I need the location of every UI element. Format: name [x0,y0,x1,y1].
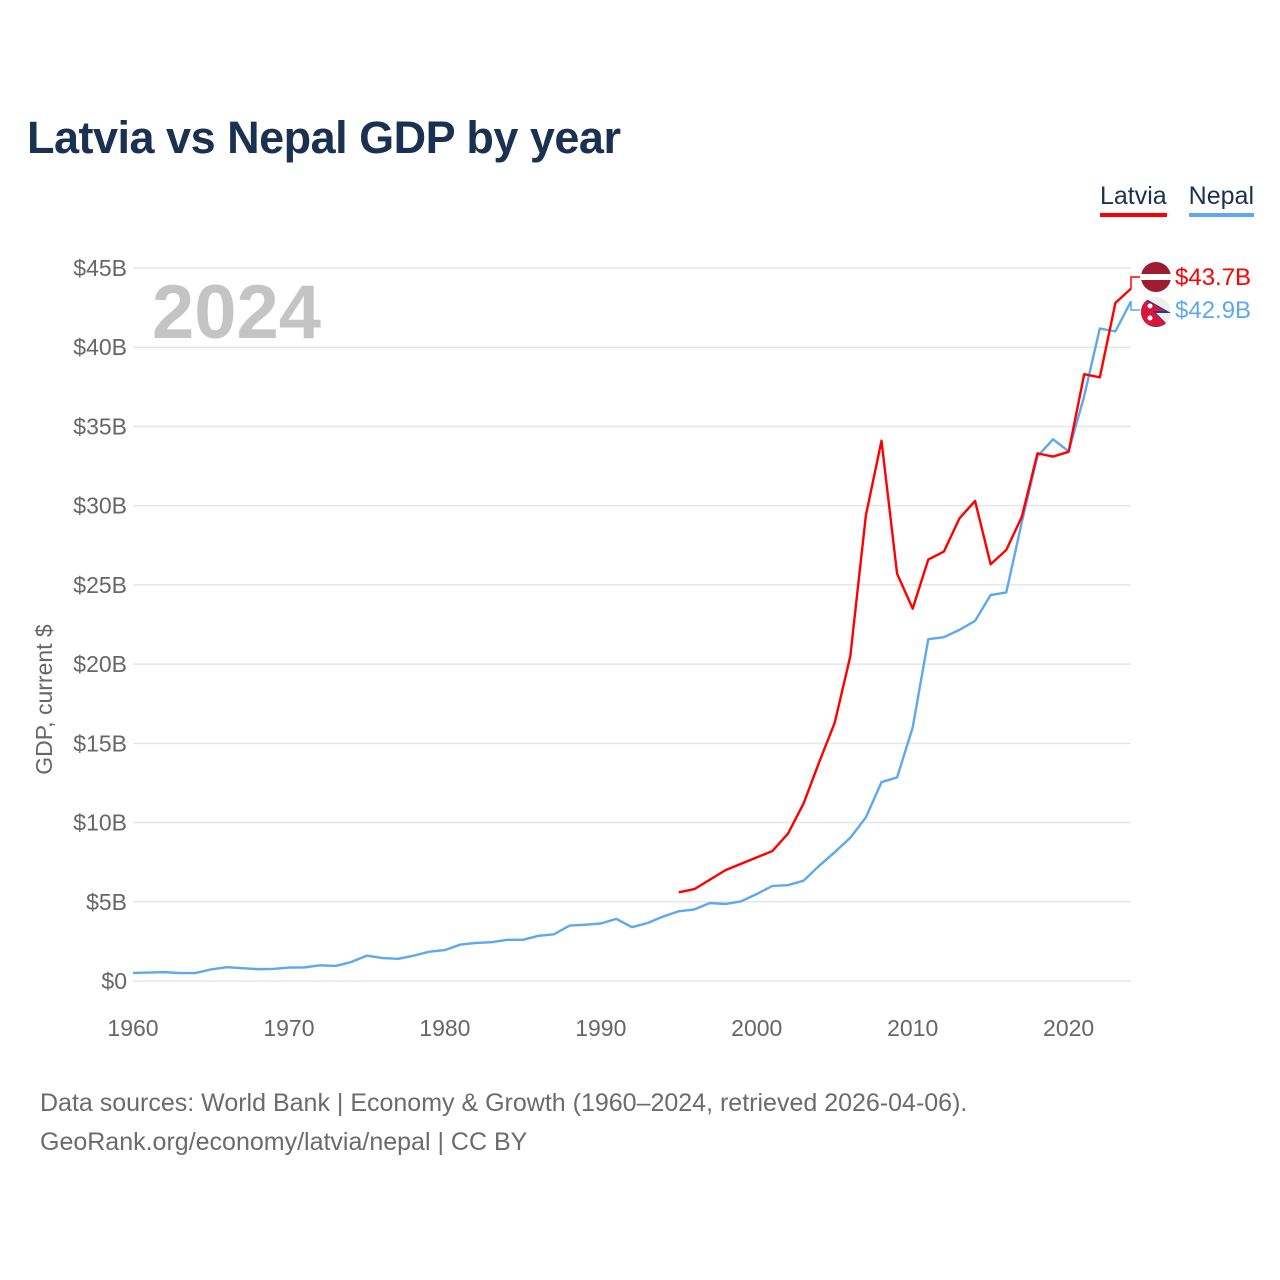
y-tick-label: $5B [86,889,127,915]
y-tick-label: $20B [73,651,127,677]
nepal-flag-icon [1141,297,1171,327]
series-line-nepal [132,300,1133,975]
legend: Latvia Nepal [1099,182,1254,217]
y-tick-label: $45B [73,255,127,281]
year-watermark: 2024 [152,270,321,355]
x-tick-label: 2010 [887,1015,938,1041]
end-label-nepal: $42.9B [1175,297,1251,324]
x-tick-label: 1960 [107,1015,158,1041]
source-link[interactable]: GeoRank.org/economy/latvia/nepal | CC BY [40,1128,528,1156]
latvia-flag-icon [1141,262,1171,292]
x-tick-label: 2020 [1043,1015,1094,1041]
y-tick-label: $25B [73,572,127,598]
source-text: Data sources: World Bank | Economy & Gro… [40,1089,968,1117]
y-tick-label: $10B [73,810,127,836]
x-tick-label: 1980 [419,1015,470,1041]
end-connector [1130,301,1140,311]
footer: Data sources: World Bank | Economy & Gro… [40,1084,967,1162]
y-axis-label: GDP, current $ [31,624,57,775]
y-tick-label: $15B [73,730,127,756]
x-tick-label: 1970 [263,1015,314,1041]
y-tick-label: $40B [73,334,127,360]
end-connector [1130,276,1140,289]
x-tick-label: 2000 [731,1015,782,1041]
series-line-latvia [678,287,1132,894]
end-label-latvia: $43.7B [1175,264,1251,291]
x-tick-label: 1990 [575,1015,626,1041]
legend-nepal[interactable]: Nepal [1188,182,1254,217]
y-tick-label: $35B [73,413,127,439]
chart-title: Latvia vs Nepal GDP by year [27,112,621,163]
legend-latvia[interactable]: Latvia [1099,182,1167,217]
y-tick-label: $30B [73,493,127,519]
y-tick-label: $0 [101,968,127,994]
